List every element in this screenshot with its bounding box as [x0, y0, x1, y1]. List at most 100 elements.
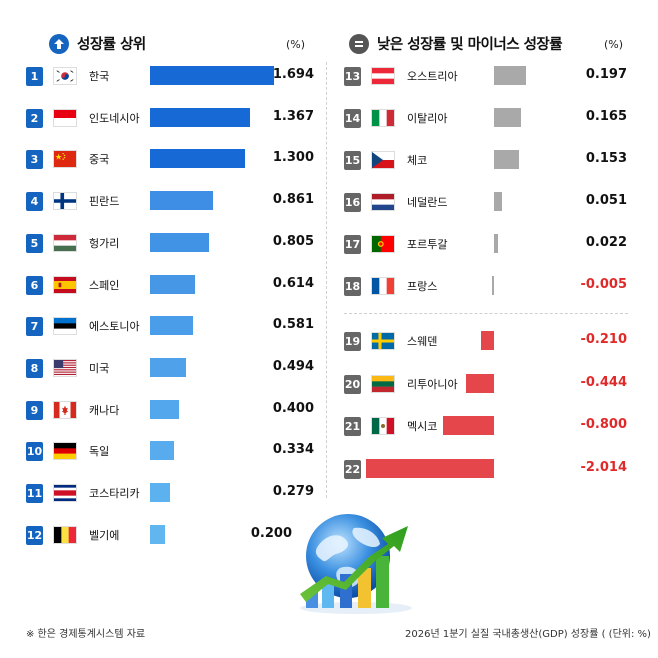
country-label: 이탈리아 — [407, 112, 448, 125]
value-label: 0.165 — [585, 109, 627, 124]
value-label: 0.197 — [585, 67, 627, 82]
rank-badge: 16 — [344, 193, 361, 212]
rank-badge: 13 — [344, 67, 361, 86]
low-growth-title: 낮은 성장률 및 마이너스 성장률 — [377, 37, 563, 53]
flag-se-icon — [371, 332, 395, 350]
value-label: 0.279 — [272, 484, 314, 499]
value-label: -0.444 — [580, 374, 627, 390]
flag-pt-icon — [371, 235, 395, 253]
flag-mx-icon — [371, 417, 395, 435]
top-growth-title: 성장률 상위 — [77, 37, 146, 53]
right-unit-label: (%) — [604, 38, 624, 51]
country-label: 네덜란드 — [407, 196, 448, 209]
country-label: 멕시코 — [407, 420, 438, 433]
value-label: 0.861 — [272, 192, 314, 208]
list-item: 7 에스토니아 0.581 — [26, 315, 326, 339]
rank-badge: 6 — [26, 275, 43, 295]
list-item: 20 리투아니아 -0.444 — [344, 373, 644, 397]
flag-fi-icon — [53, 192, 77, 211]
up-arrow-icon — [49, 33, 69, 54]
list-item: 13 오스트리아 0.197 — [344, 65, 644, 89]
rank-badge: 11 — [26, 484, 43, 503]
list-item: 17 포르투갈 0.022 — [344, 233, 644, 257]
value-label: -0.210 — [580, 332, 627, 347]
country-label: 에스토니아 — [89, 320, 140, 334]
column-divider — [326, 62, 327, 498]
flag-it-icon — [371, 109, 395, 127]
country-label: 코스타리카 — [89, 487, 140, 500]
rank-badge: 21 — [344, 417, 361, 436]
rank-badge: 20 — [344, 374, 361, 394]
bar — [150, 191, 214, 211]
country-label: 인도네시아 — [89, 111, 140, 125]
value-label: 0.494 — [272, 358, 314, 374]
rank-badge: 10 — [26, 442, 43, 462]
country-label: 미국 — [89, 361, 110, 375]
value-label: 0.334 — [272, 442, 314, 458]
flag-cr-icon — [53, 484, 77, 502]
value-label: 1.694 — [272, 67, 314, 82]
country-label: 캐나다 — [89, 403, 120, 417]
country-label: 독일 — [89, 445, 110, 459]
top-growth-header: 성장률 상위 — [49, 33, 146, 54]
rank-badge: 22 — [344, 459, 361, 479]
list-item: 6 스페인 0.614 — [26, 274, 326, 298]
list-item: 15 체코 0.153 — [344, 149, 644, 173]
flag-es-icon — [53, 275, 77, 294]
list-item: 8 미국 0.494 — [26, 357, 326, 381]
bar — [150, 316, 193, 336]
flag-nl-icon — [371, 193, 395, 211]
bar — [150, 274, 195, 294]
list-item: 3 중국 1.300 — [26, 148, 326, 172]
bar — [150, 66, 274, 85]
flag-us-icon — [53, 358, 77, 377]
country-label: 벨기에 — [89, 528, 120, 542]
value-label: 0.051 — [585, 193, 627, 208]
country-label: 체코 — [407, 154, 428, 167]
rank-badge: 17 — [344, 235, 361, 254]
rank-badge: 3 — [26, 150, 43, 170]
bar — [366, 458, 494, 478]
list-item: 19 스웨덴 -0.210 — [344, 330, 644, 354]
bar — [150, 232, 209, 252]
globe-growth-illustration — [300, 514, 412, 614]
bar — [494, 108, 521, 127]
bar — [150, 357, 187, 377]
list-item: 10 독일 0.334 — [26, 440, 326, 464]
list-item: 22아일랜드-2.014 — [344, 458, 644, 482]
value-label: 1.300 — [272, 150, 314, 166]
list-item: 4 핀란드 0.861 — [26, 190, 326, 214]
country-label: 리투아니아 — [407, 377, 458, 391]
list-item: 16 네덜란드 0.051 — [344, 191, 644, 215]
rank-badge: 9 — [26, 400, 43, 420]
value-label: 0.805 — [272, 233, 314, 249]
bar — [494, 150, 519, 169]
value-label: -0.800 — [580, 417, 627, 432]
country-label: 핀란드 — [89, 195, 120, 209]
list-item: 9 캐나다 0.400 — [26, 399, 326, 423]
list-item: 11 코스타리카 0.279 — [26, 482, 326, 506]
negative-divider — [344, 313, 628, 314]
minus-icon — [349, 33, 369, 54]
value-label: 1.367 — [272, 108, 314, 124]
flag-cz-icon — [371, 151, 395, 169]
low-growth-header: 낮은 성장률 및 마이너스 성장률 — [349, 33, 563, 54]
bar — [465, 373, 494, 393]
value-label: -0.005 — [580, 277, 627, 292]
rank-badge: 8 — [26, 358, 43, 378]
list-item: 21 멕시코 -0.800 — [344, 415, 644, 439]
value-label: 0.400 — [272, 400, 314, 416]
bar — [494, 66, 526, 85]
country-label: 포르투갈 — [407, 238, 448, 251]
value-label: 0.614 — [272, 275, 314, 291]
source-note: ※ 한은 경제통계시스템 자료 — [26, 629, 146, 640]
country-label: 오스트리아 — [407, 70, 458, 83]
left-unit-label: (%) — [286, 38, 306, 51]
value-label: 0.200 — [250, 525, 292, 541]
bar — [150, 149, 246, 169]
flag-lt-icon — [371, 374, 395, 393]
country-label: 스웨덴 — [407, 335, 438, 348]
flag-de-icon — [53, 442, 77, 461]
country-label: 중국 — [89, 153, 110, 167]
country-label: 한국 — [89, 70, 110, 83]
